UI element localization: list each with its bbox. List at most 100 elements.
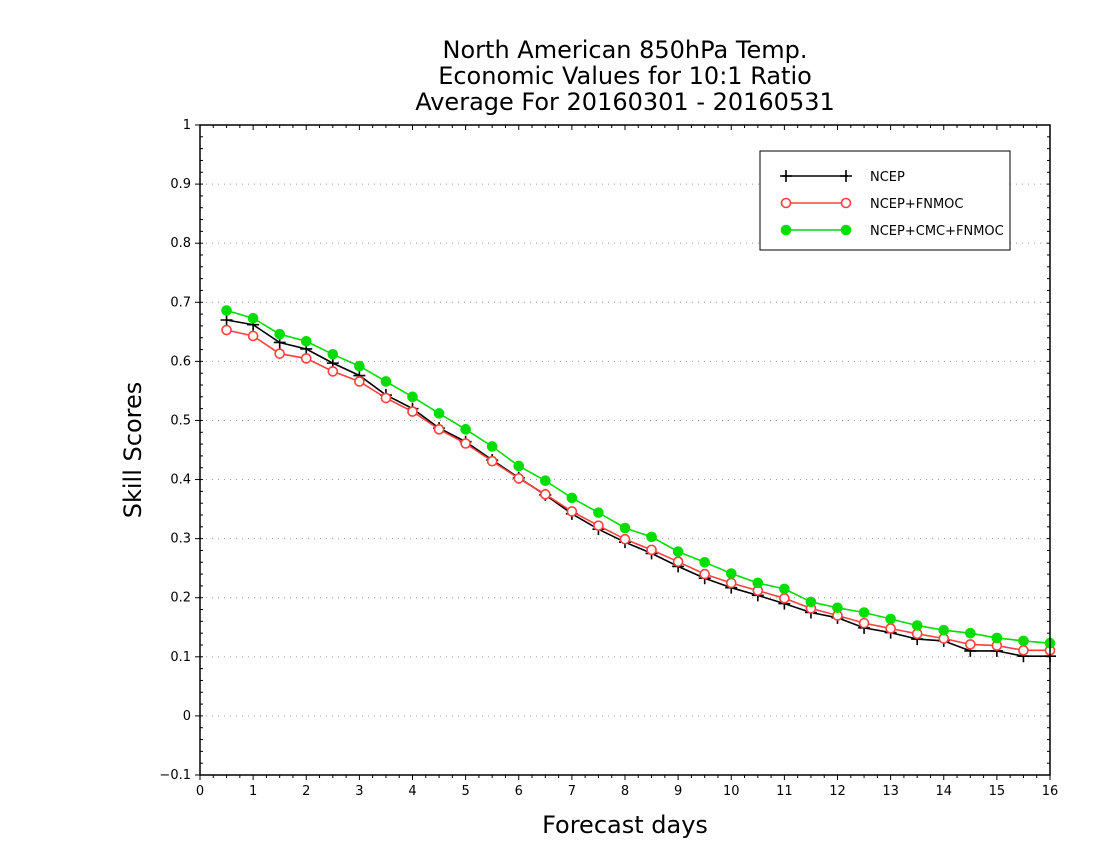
data-point — [858, 607, 870, 618]
series-ncep-cmc-fnmoc — [221, 305, 1056, 649]
legend-marker — [780, 170, 792, 182]
y-tick-label: 0.7 — [170, 295, 191, 310]
legend-label: NCEP+CMC+FNMOC — [870, 224, 1004, 239]
data-point — [327, 366, 339, 377]
data-point — [885, 613, 896, 625]
y-axis-label: Skill Scores — [119, 382, 147, 519]
data-point — [407, 391, 418, 403]
data-point — [646, 531, 657, 543]
data-point — [486, 441, 498, 452]
legend-box — [759, 150, 1011, 251]
x-axis-label: Forecast days — [542, 811, 708, 839]
series-line — [226, 319, 1050, 658]
data-point — [221, 324, 232, 336]
series-line — [226, 309, 1051, 644]
y-tick-label: 0.5 — [170, 413, 191, 428]
data-point — [725, 568, 737, 579]
data-point — [274, 348, 285, 359]
data-point — [247, 330, 259, 342]
y-tick-label: 0.1 — [170, 650, 191, 665]
data-point — [779, 593, 790, 604]
data-point — [220, 314, 233, 326]
x-tick-label: 10 — [723, 784, 740, 799]
legend-label: NCEP — [870, 170, 905, 185]
data-point — [380, 376, 392, 387]
x-tick-label: 4 — [408, 784, 416, 799]
data-point — [354, 360, 365, 372]
data-point — [779, 583, 790, 595]
x-tick-label: 2 — [302, 784, 310, 799]
data-point — [593, 507, 604, 518]
data-point — [646, 544, 657, 556]
legend-marker — [840, 197, 852, 209]
x-tick-label: 6 — [515, 784, 523, 799]
data-point — [380, 392, 392, 404]
data-point — [672, 556, 684, 567]
data-point — [991, 632, 1003, 644]
x-tick-label: 5 — [461, 784, 469, 799]
data-point — [433, 408, 445, 419]
data-point — [619, 522, 631, 534]
data-point — [566, 506, 578, 517]
data-series — [220, 305, 1056, 663]
y-tick-label: 0.4 — [170, 473, 191, 488]
legend-marker — [780, 224, 792, 236]
x-tick-label: 13 — [882, 784, 899, 799]
data-point — [1018, 635, 1029, 647]
y-tick-label: 0.6 — [170, 354, 191, 369]
x-tick-label: 0 — [196, 784, 204, 799]
data-point — [965, 639, 976, 650]
x-tick-label: 16 — [1042, 784, 1059, 799]
y-tick-label: 0 — [183, 709, 191, 724]
data-point — [1018, 645, 1029, 656]
series-ncep — [220, 314, 1056, 663]
y-tick-label: −0.1 — [159, 768, 191, 783]
series-ncep-fnmoc — [221, 324, 1056, 656]
data-point — [832, 602, 843, 614]
data-point — [911, 620, 923, 631]
x-tick-label: 11 — [776, 784, 793, 799]
data-point — [300, 335, 312, 347]
data-point — [300, 353, 312, 364]
data-point — [858, 617, 870, 629]
data-point — [486, 455, 498, 467]
data-point — [699, 556, 710, 568]
data-point — [699, 568, 710, 580]
y-tick-label: 0.2 — [170, 591, 191, 606]
legend-marker — [840, 170, 852, 182]
data-point — [354, 376, 365, 387]
data-point — [540, 489, 551, 500]
data-point — [593, 520, 604, 531]
data-point — [566, 492, 578, 504]
data-point — [513, 473, 525, 484]
data-point — [221, 305, 232, 316]
x-tick-label: 7 — [568, 784, 576, 799]
chart-title-line-2: Economic Values for 10:1 Ratio — [438, 62, 812, 90]
x-tick-label: 12 — [829, 784, 846, 799]
chart-title-line-1: North American 850hPa Temp. — [443, 36, 808, 64]
data-point — [540, 475, 551, 487]
data-point — [327, 348, 339, 360]
legend-marker — [780, 197, 792, 209]
y-tick-label: 0.8 — [170, 236, 191, 251]
x-tick-label: 14 — [935, 784, 952, 799]
plot-frame — [199, 124, 1051, 776]
data-point — [672, 546, 684, 557]
gridlines — [200, 183, 1050, 717]
data-point — [433, 424, 445, 435]
series-line — [226, 329, 1050, 652]
x-tick-label: 3 — [355, 784, 363, 799]
data-point — [752, 577, 764, 589]
data-point — [805, 596, 817, 608]
legend-label: NCEP+FNMOC — [870, 197, 963, 212]
data-point — [725, 577, 737, 589]
data-point — [247, 312, 259, 324]
x-tick-label: 1 — [249, 784, 257, 799]
chart-title-line-3: Average For 20160301 - 20160531 — [415, 88, 835, 116]
data-point — [274, 328, 285, 340]
data-point — [885, 623, 896, 634]
data-point — [619, 533, 631, 545]
data-point — [938, 624, 950, 636]
legend-marker — [840, 224, 852, 236]
